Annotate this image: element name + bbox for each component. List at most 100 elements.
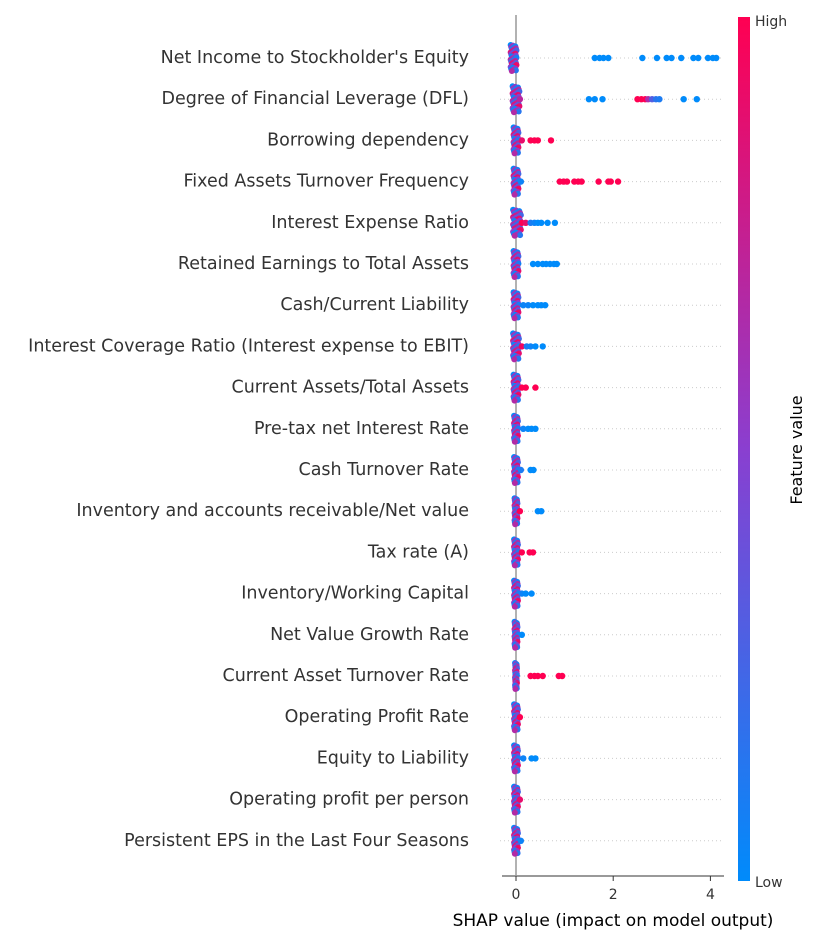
- shap-point: [591, 96, 598, 103]
- shap-point: [515, 108, 522, 115]
- shap-point: [547, 137, 555, 144]
- shap-point: [532, 425, 539, 432]
- feature-label: Cash Turnover Rate: [298, 460, 469, 480]
- shap-point: [538, 219, 545, 226]
- feature-label: Current Assets/Total Assets: [231, 378, 469, 398]
- shap-point: [522, 384, 529, 391]
- shap-point: [511, 438, 518, 445]
- x-axis: 0 2 4 SHAP value (impact on model output): [453, 875, 774, 931]
- feature-label: Cash/Current Liability: [280, 295, 469, 315]
- shap-point: [663, 54, 670, 62]
- feature-label: Operating profit per person: [229, 790, 469, 810]
- feature-label: Net Income to Stockholder's Equity: [161, 48, 469, 68]
- shap-point: [522, 219, 529, 226]
- shap-point: [534, 137, 542, 144]
- feature-label: Inventory/Working Capital: [241, 584, 469, 604]
- feature-label: Interest Expense Ratio: [271, 213, 469, 233]
- colorbar-high-label: High: [755, 14, 787, 30]
- shap-point: [511, 480, 518, 486]
- shap-point: [539, 672, 546, 680]
- shap-point: [516, 508, 524, 515]
- x-tick-label: 4: [706, 887, 715, 903]
- shap-point: [511, 315, 518, 322]
- shap-point: [524, 302, 532, 309]
- shap-point: [511, 356, 518, 363]
- shap-point: [600, 54, 607, 62]
- feature-label: Pre-tax net Interest Rate: [254, 419, 469, 439]
- shap-point: [511, 397, 518, 404]
- shap-point: [520, 302, 527, 309]
- shap-point: [517, 837, 525, 844]
- shap-point: [563, 178, 571, 185]
- shap-point: [578, 178, 585, 185]
- shap-point: [511, 850, 518, 857]
- shap-point: [695, 54, 702, 62]
- colorbar-title: Feature value: [787, 395, 806, 504]
- shap-point: [653, 54, 661, 62]
- shap-point: [511, 603, 518, 610]
- shap-point: [516, 96, 524, 103]
- data-points: [507, 42, 720, 857]
- shap-point: [529, 260, 537, 268]
- feature-label: Operating Profit Rate: [285, 707, 469, 727]
- shap-point: [516, 714, 524, 721]
- feature-label: Equity to Liability: [317, 748, 469, 768]
- colorbar-gradient: [738, 17, 750, 881]
- feature-label: Current Asset Turnover Rate: [222, 666, 469, 686]
- shap-point: [527, 343, 534, 350]
- x-ticks: 0 2 4: [512, 876, 715, 903]
- shap-point: [516, 796, 524, 803]
- shap-point: [668, 54, 675, 62]
- shap-point: [553, 260, 561, 268]
- x-axis-label: SHAP value (impact on model output): [453, 911, 774, 931]
- shap-point: [599, 96, 606, 103]
- shap-point: [520, 755, 527, 762]
- shap-point: [614, 178, 622, 185]
- colorbar: High Low Feature value: [738, 14, 806, 891]
- shap-point: [605, 54, 612, 62]
- shap-point: [511, 768, 518, 775]
- shap-point: [558, 672, 566, 680]
- shap-point: [510, 109, 517, 116]
- feature-label: Tax rate (A): [367, 542, 469, 562]
- shap-point: [511, 232, 518, 239]
- shap-point: [656, 96, 663, 103]
- shap-point: [528, 590, 535, 597]
- shap-point: [534, 260, 542, 268]
- shap-point: [512, 686, 519, 692]
- shap-point: [591, 54, 598, 62]
- shap-point: [541, 302, 549, 309]
- shap-point: [693, 96, 700, 103]
- colorbar-low-label: Low: [755, 875, 783, 891]
- shap-point: [512, 521, 519, 528]
- shap-point: [518, 549, 526, 556]
- shap-point: [511, 274, 518, 280]
- shap-point: [607, 178, 614, 185]
- feature-label: Degree of Financial Leverage (DFL): [161, 89, 469, 109]
- shap-point: [529, 302, 537, 309]
- shap-point: [530, 466, 537, 474]
- shap-point: [518, 137, 526, 144]
- feature-rows: Net Income to Stockholder's Equity Degree…: [28, 48, 724, 851]
- feature-label: Persistent EPS in the Last Four Seasons: [124, 831, 469, 851]
- feature-label: Borrowing dependency: [267, 130, 469, 150]
- x-tick-label: 0: [512, 887, 521, 903]
- shap-point: [512, 644, 519, 651]
- shap-point: [529, 549, 537, 556]
- shap-point: [585, 96, 593, 103]
- shap-point: [704, 54, 712, 62]
- shap-point: [534, 672, 542, 680]
- x-tick-label: 2: [609, 887, 618, 903]
- shap-point: [678, 54, 685, 62]
- shap-point: [532, 384, 539, 391]
- feature-label: Interest Coverage Ratio (Interest expens…: [28, 336, 469, 356]
- shap-point: [517, 232, 524, 239]
- shap-point: [690, 54, 697, 62]
- feature-label: Inventory and accounts receivable/Net va…: [76, 501, 469, 521]
- feature-label: Net Value Growth Rate: [270, 625, 469, 645]
- shap-point: [518, 631, 526, 638]
- shap-point: [639, 54, 646, 62]
- shap-point: [522, 590, 529, 597]
- shap-point: [508, 68, 515, 74]
